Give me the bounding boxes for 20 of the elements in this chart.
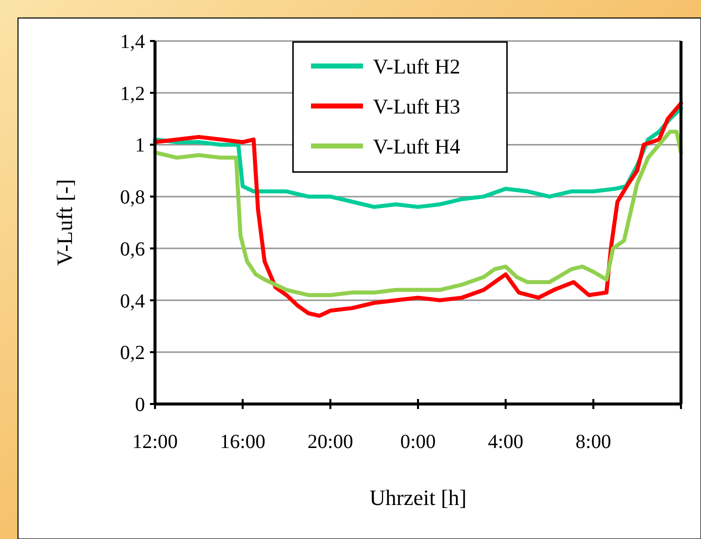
legend-label: V-Luft H4 [373,134,461,158]
legend-label: V-Luft H3 [373,94,460,118]
x-tick-label: 4:00 [488,431,524,453]
y-tick-label: 0,8 [120,186,145,209]
x-tick-label: 8:00 [576,431,612,453]
legend-label: V-Luft H2 [373,54,460,78]
y-tick-label: 0,4 [120,290,145,312]
y-tick-label: 0,2 [120,342,145,364]
x-axis-title: Uhrzeit [h] [369,485,467,510]
line-series [153,130,683,298]
y-tick-label: 1,2 [120,82,145,105]
y-axis-title: V-Luft [-] [52,179,77,266]
x-tick-label: 16:00 [220,431,266,453]
x-tick-label: 12:00 [132,431,178,453]
x-tick-label: 0:00 [400,431,436,453]
y-tick-label: 1,4 [120,31,145,53]
x-tick-label: 20:00 [308,431,354,453]
y-tick-label: 0,6 [120,238,145,260]
y-tick-label: 0 [135,394,145,416]
y-tick-label: 1 [135,134,145,157]
